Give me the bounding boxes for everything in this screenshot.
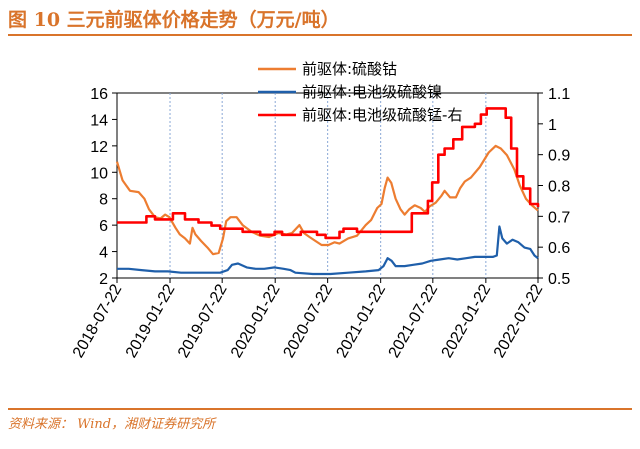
chart-title: 图 10 三元前驱体价格走势（万元/吨）: [8, 6, 632, 36]
right-tick-label-1: 1: [548, 117, 557, 134]
left-tick-label-2: 2: [99, 271, 108, 288]
x-tick-label-2020-07-22: 2020-07-22: [280, 281, 336, 360]
right-tick-label-0.8: 0.8: [548, 179, 570, 196]
legend-label-1: 前驱体:硫酸钴: [302, 60, 397, 78]
x-tick-label-2022-07-22: 2022-07-22: [491, 281, 547, 360]
x-tick-label-2019-01-22: 2019-01-22: [123, 281, 179, 360]
x-tick-label-2018-07-22: 2018-07-22: [70, 281, 126, 360]
series-line-2: [117, 225, 539, 276]
right-tick-label-1.1: 1.1: [548, 86, 570, 103]
left-axis: 2 4 6 8 10 12 14 16: [90, 86, 117, 288]
right-tick-label-0.7: 0.7: [548, 209, 570, 226]
left-tick-label-16: 16: [90, 86, 108, 103]
series-line-3: [117, 107, 540, 240]
left-tick-label-6: 6: [99, 218, 108, 235]
source-note: 资料来源： Wind，湘财证券研究所: [8, 408, 632, 440]
price-trend-chart: 2 4 6 8 10 12 14 16 0.5 0.6 0.7 0.8 0.9 1 1.1 2018-07…: [70, 60, 571, 361]
left-tick-label-4: 4: [99, 245, 108, 262]
x-tick-label-2022-01-22: 2022-01-22: [439, 281, 495, 360]
right-axis: 0.5 0.6 0.7 0.8 0.9 1 1.1: [538, 86, 570, 288]
right-tick-label-0.9: 0.9: [548, 148, 570, 165]
legend-label-2: 前驱体:电池级硫酸镍: [302, 83, 442, 101]
series-layer: [115, 107, 540, 276]
left-tick-label-8: 8: [99, 192, 108, 209]
x-tick-label-2019-07-22: 2019-07-22: [175, 281, 231, 360]
x-tick-label-2020-01-22: 2020-01-22: [228, 281, 284, 360]
left-tick-label-14: 14: [90, 112, 108, 129]
left-tick-label-12: 12: [90, 139, 108, 156]
right-tick-label-0.5: 0.5: [548, 271, 570, 288]
x-tick-label-2021-07-22: 2021-07-22: [386, 281, 442, 360]
legend-label-3: 前驱体:电池级硫酸锰-右: [302, 106, 462, 124]
left-tick-label-10: 10: [90, 165, 108, 182]
right-tick-label-0.6: 0.6: [548, 240, 570, 257]
x-axis: 2018-07-222019-01-222019-07-222020-01-22…: [70, 278, 547, 361]
x-tick-label-2021-01-22: 2021-01-22: [333, 281, 389, 360]
series-line-1: [115, 144, 539, 256]
